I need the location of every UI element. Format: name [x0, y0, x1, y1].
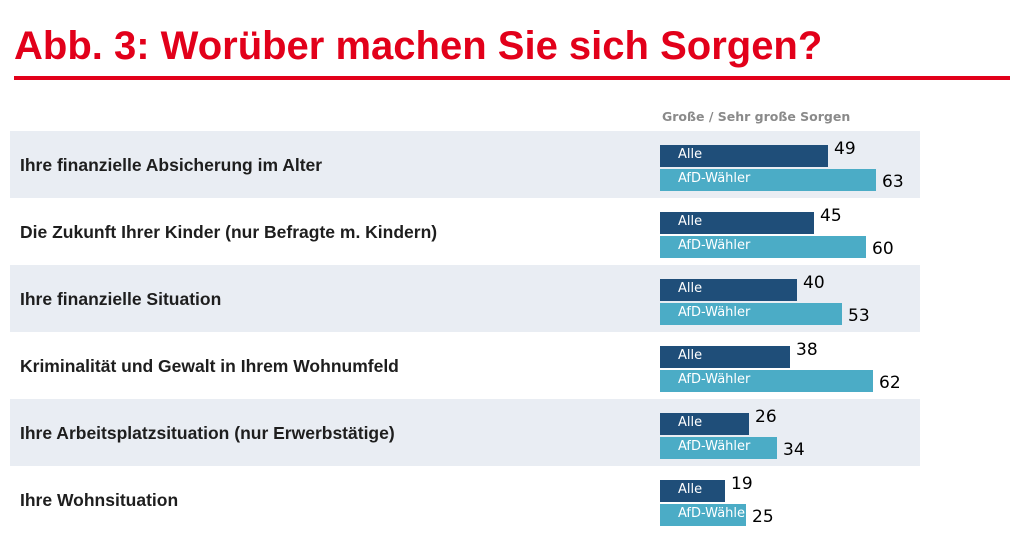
chart-row: Ihre Arbeitsplatzsituation (nur Erwerbst…	[10, 399, 920, 466]
bar-alle: Alle	[660, 145, 828, 167]
bar-value-label: 38	[796, 340, 818, 360]
bar-series-label: AfD-Wähler	[678, 171, 751, 186]
category-label: Ihre finanzielle Absicherung im Alter	[20, 154, 323, 175]
chart-row: Kriminalität und Gewalt in Ihrem Wohnumf…	[10, 332, 920, 399]
bar-series-label: Alle	[678, 214, 703, 229]
category-label: Kriminalität und Gewalt in Ihrem Wohnumf…	[20, 355, 399, 376]
bar-afd-waehler: AfD-Wähler	[660, 169, 876, 191]
chart-row: Ihre finanzielle Absicherung im Alter All…	[10, 131, 920, 198]
bar-alle: Alle	[660, 212, 814, 234]
bar-series-label: Alle	[678, 281, 703, 296]
column-header: Große / Sehr große Sorgen	[662, 109, 851, 124]
bar-value-label: 45	[820, 206, 842, 226]
bar-afd-waehler: AfD-Wähler	[660, 437, 777, 459]
chart-title: Abb. 3: Worüber machen Sie sich Sorgen?	[14, 24, 823, 68]
title-underline	[14, 76, 1010, 80]
bar-alle: Alle	[660, 480, 725, 502]
chart-row: Ihre Wohnsituation Alle 19 AfD-Wähler 25	[10, 466, 920, 533]
bar-value-label: 53	[848, 306, 870, 326]
bar-alle: Alle	[660, 346, 790, 368]
bar-series-label: AfD-Wähler	[678, 439, 751, 454]
bar-series-label: Alle	[678, 348, 703, 363]
bar-value-label: 25	[752, 507, 774, 527]
bar-afd-waehler: AfD-Wähler	[660, 370, 873, 392]
bar-afd-waehler: AfD-Wähler	[660, 303, 842, 325]
category-label: Die Zukunft Ihrer Kinder (nur Befragte m…	[20, 221, 438, 242]
bar-series-label: Alle	[678, 147, 703, 162]
bar-value-label: 62	[879, 373, 901, 393]
bar-value-label: 19	[731, 474, 753, 494]
bar-alle: Alle	[660, 279, 797, 301]
bar-series-label: Alle	[678, 482, 703, 497]
category-label: Ihre Wohnsituation	[20, 489, 179, 510]
chart-row: Die Zukunft Ihrer Kinder (nur Befragte m…	[10, 198, 920, 265]
bar-alle: Alle	[660, 413, 749, 435]
bar-value-label: 49	[834, 139, 856, 159]
chart-row: Ihre finanzielle Situation Alle 40 AfD-Wähl…	[10, 265, 920, 332]
bar-series-label: AfD-Wähler	[678, 305, 751, 320]
bar-series-label: AfD-Wähler	[678, 372, 751, 387]
bar-series-label: AfD-Wähler	[678, 506, 751, 521]
bar-value-label: 34	[783, 440, 805, 460]
category-label: Ihre finanzielle Situation	[20, 288, 222, 309]
bar-series-label: Alle	[678, 415, 703, 430]
bar-series-label: AfD-Wähler	[678, 238, 751, 253]
bar-afd-waehler: AfD-Wähler	[660, 504, 750, 526]
bar-value-label: 60	[872, 239, 894, 259]
bar-value-label: 40	[803, 273, 825, 293]
bar-value-label: 63	[882, 172, 904, 192]
bar-value-label: 26	[755, 407, 777, 427]
bar-afd-waehler: AfD-Wähler	[660, 236, 866, 258]
category-label: Ihre Arbeitsplatzsituation (nur Erwerbst…	[20, 422, 395, 443]
